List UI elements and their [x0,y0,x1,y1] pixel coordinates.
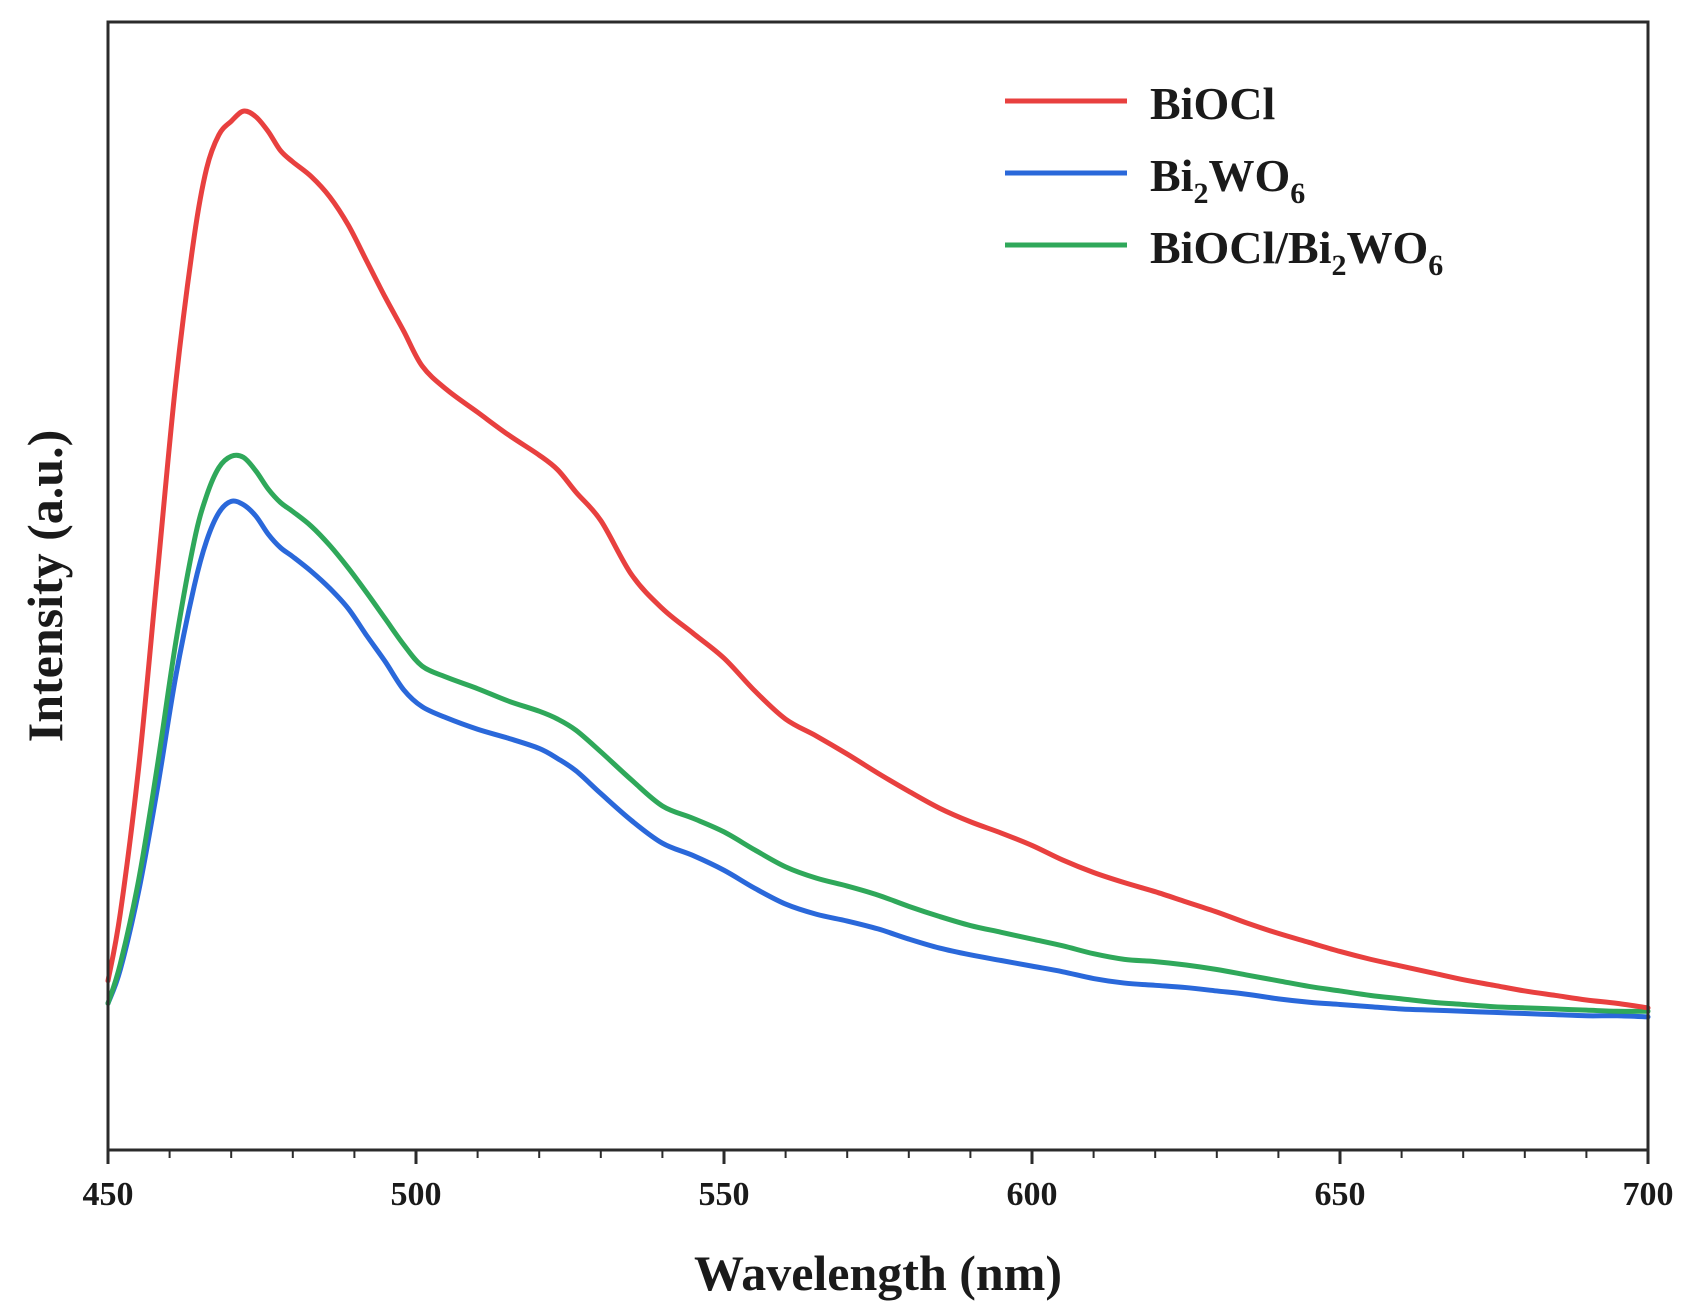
y-axis-title: Intensity (a.u.) [17,430,73,743]
x-tick-label: 450 [83,1176,134,1213]
x-axis-title: Wavelength (nm) [694,1245,1062,1301]
plot-frame [106,20,1650,1152]
series-layer [105,108,1651,1020]
x-tick-label: 600 [1007,1176,1058,1213]
legend-entry: BiOCl [1005,78,1275,129]
legend-label: Bi2WO6 [1150,150,1305,210]
x-tick-label: 650 [1315,1176,1366,1213]
series-line-biocl [105,108,1651,1011]
x-tick-label: 550 [699,1176,750,1213]
x-tick-label: 700 [1623,1176,1674,1213]
legend-entry: Bi2WO6 [1005,150,1305,210]
legend-entry: BiOCl/Bi2WO6 [1005,222,1443,282]
legend-label: BiOCl/Bi2WO6 [1150,222,1443,282]
x-tick-label: 500 [391,1176,442,1213]
legend: BiOCl Bi2WO6 BiOCl/Bi2WO6 [1005,78,1443,282]
legend-label: BiOCl [1150,78,1275,129]
series-line-bi2wo6 [105,498,1651,1020]
series-line-biocl-bi2wo6 [105,452,1651,1014]
x-axis-ticks: 450 500 550 600 650 700 [83,1150,1674,1213]
